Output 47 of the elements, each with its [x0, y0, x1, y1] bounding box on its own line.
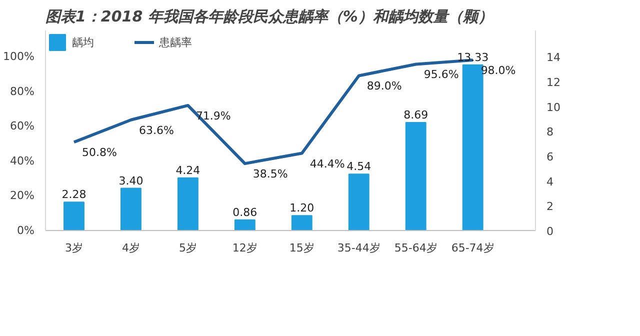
y2-tick-label: 2 — [546, 200, 554, 214]
x-tick-label: 15岁 — [289, 242, 314, 254]
y2-tick-label: 4 — [546, 175, 554, 188]
y2-tick-label: 6 — [546, 150, 554, 164]
data-label: 50.8% — [82, 146, 117, 160]
bar — [405, 122, 426, 230]
y-tick-label: 20% — [10, 189, 35, 202]
x-tick-label: 3岁 — [64, 242, 83, 254]
data-label: 4.54 — [346, 160, 372, 174]
data-label: 1.20 — [290, 202, 314, 215]
y2-tick-label: 0 — [546, 225, 554, 238]
chart-title: 图表1：2018 年我国各年龄段民众患龋率（%）和龋均数量（颗） — [46, 8, 493, 26]
data-label: 89.0% — [366, 80, 402, 93]
y-tick-label: 80% — [10, 84, 35, 98]
data-label: 4.24 — [176, 164, 200, 177]
data-label: 38.5% — [252, 168, 288, 181]
legend-label: 患龋率 — [159, 34, 192, 50]
y2-tick-label: 10 — [546, 100, 560, 114]
data-label: 8.69 — [404, 108, 428, 122]
bar — [348, 174, 370, 230]
y2-tick-label: 12 — [546, 76, 560, 89]
x-tick-label: 5岁 — [178, 242, 197, 254]
data-label: 3.40 — [118, 174, 144, 188]
bar — [64, 202, 84, 230]
y2-tick-label: 8 — [546, 126, 554, 139]
bar — [234, 219, 256, 230]
data-label: 95.6% — [424, 68, 459, 82]
x-tick-label: 12岁 — [232, 242, 258, 254]
data-label: 2.28 — [62, 188, 86, 202]
x-tick-label: 65-74岁 — [451, 242, 494, 254]
bar — [291, 215, 312, 230]
y-tick-label: 40% — [10, 154, 35, 168]
y-tick-label: 60% — [10, 120, 35, 133]
bar — [120, 188, 142, 230]
data-label: 63.6% — [138, 124, 174, 137]
y2-tick-label: 14 — [546, 51, 560, 64]
legend-label: 龋均 — [72, 34, 94, 50]
data-label: 0.86 — [232, 206, 258, 219]
y-tick-label: 0% — [17, 224, 34, 237]
x-tick-label: 4岁 — [122, 242, 140, 254]
data-label: 13.33 — [457, 50, 489, 64]
y-tick-label: 100% — [3, 50, 35, 64]
bar — [462, 64, 484, 230]
bar — [177, 177, 198, 230]
x-tick-label: 55-64岁 — [394, 242, 438, 254]
data-label: 44.4% — [310, 157, 345, 170]
x-tick-label: 35-44岁 — [337, 242, 380, 254]
